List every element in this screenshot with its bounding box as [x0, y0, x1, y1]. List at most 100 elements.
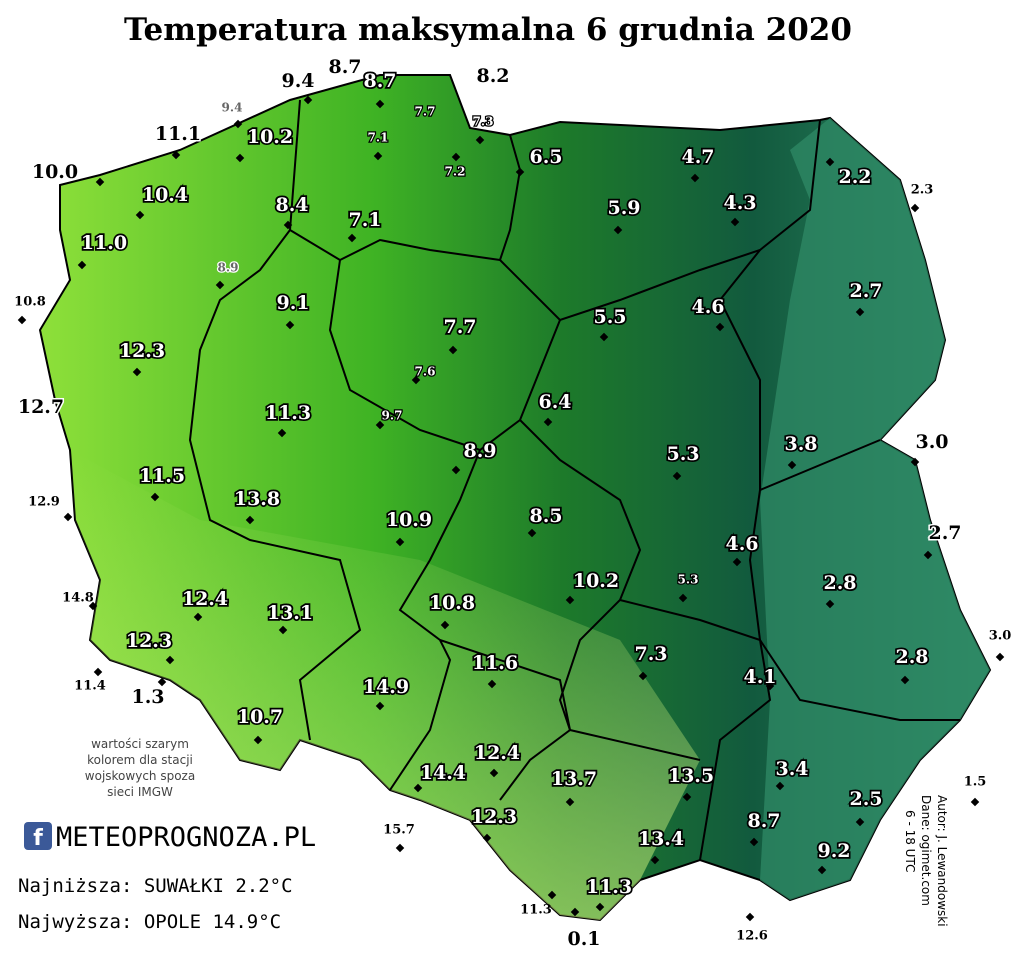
credit: 6 - 18 UTC	[903, 810, 917, 872]
station-marker	[395, 537, 405, 547]
station-value: 2.5	[849, 788, 882, 810]
station-value: 8.7	[747, 810, 780, 832]
station-marker	[373, 151, 383, 161]
station-value: 8.5	[529, 505, 562, 527]
station-value: 13.7	[551, 768, 597, 790]
station-marker	[171, 150, 181, 160]
borders	[188, 99, 960, 861]
station-value: 8.7	[363, 70, 396, 92]
station-marker	[565, 595, 575, 605]
station-value: 8.7	[328, 56, 361, 78]
station-value: 2.7	[849, 280, 882, 302]
station-value: 12.3	[471, 806, 517, 828]
station-marker	[451, 465, 461, 475]
station-marker	[303, 95, 313, 105]
station-value: 2.7	[928, 522, 961, 544]
station-marker	[440, 620, 450, 630]
highest: Najwyższa: OPOLE 14.9°C	[18, 911, 281, 933]
station-value: 7.7	[415, 105, 436, 119]
station-marker	[900, 675, 910, 685]
station-marker	[910, 203, 920, 213]
station-value: 10.7	[237, 706, 283, 728]
station-value: 0.1	[567, 928, 600, 950]
svg-text:f: f	[33, 826, 43, 851]
station-marker	[475, 135, 485, 145]
station-marker	[448, 345, 458, 355]
station-marker	[995, 652, 1005, 662]
south-highlight	[70, 450, 700, 920]
station-marker	[132, 367, 142, 377]
station-marker	[63, 512, 73, 522]
station-value: 5.5	[593, 306, 626, 328]
station-value: 5.3	[678, 573, 699, 587]
station-value: 10.2	[573, 570, 619, 592]
station-marker	[150, 492, 160, 502]
note-line: sieci IMGW	[107, 785, 173, 799]
station-value: 4.6	[691, 296, 724, 318]
station-value: 8.9	[463, 440, 496, 462]
station-value: 2.3	[911, 183, 934, 198]
station-value: 4.3	[723, 192, 756, 214]
station-value: 4.7	[681, 146, 714, 168]
credit: Autor: J. Lewandowski	[935, 795, 949, 927]
station-marker	[233, 119, 243, 129]
station-value: 2.2	[838, 166, 871, 188]
station-value: 12.4	[182, 588, 228, 610]
station-marker	[970, 797, 980, 807]
station-value: 11.5	[139, 465, 185, 487]
station-value: 7.7	[443, 316, 476, 338]
station-value: 2.8	[823, 572, 856, 594]
station-value: 4.6	[725, 533, 758, 555]
station-marker	[451, 152, 461, 162]
station-value: 1.5	[964, 775, 987, 790]
station-marker	[489, 768, 499, 778]
station-value: 9.2	[817, 840, 850, 862]
station-marker	[411, 375, 421, 385]
station-value: 4.1	[743, 666, 776, 688]
station-value: 11.4	[74, 679, 106, 694]
station-marker	[817, 865, 827, 875]
station-value: 10.2	[247, 126, 293, 148]
station-value: 14.4	[420, 762, 466, 784]
station-value: 6.5	[529, 146, 562, 168]
station-value: 7.6	[415, 365, 436, 379]
station-value: 14.8	[62, 591, 94, 606]
station-value: 7.3	[473, 115, 494, 129]
station-value: 9.1	[276, 292, 309, 314]
station-marker	[527, 528, 537, 538]
station-marker	[135, 210, 145, 220]
station-marker	[235, 153, 245, 163]
station-value: 9.7	[382, 409, 403, 423]
station-marker	[855, 307, 865, 317]
station-marker	[638, 671, 648, 681]
station-marker	[347, 233, 357, 243]
station-value: 12.3	[119, 340, 165, 362]
station-marker	[375, 701, 385, 711]
station-marker	[923, 550, 933, 560]
station-value: 11.3	[520, 903, 552, 918]
station-marker	[215, 280, 225, 290]
station-marker	[17, 315, 27, 325]
note-line: wartości szarym	[91, 737, 189, 751]
station-marker	[543, 417, 553, 427]
station-value: 5.9	[607, 197, 640, 219]
credits: Autor: J. Lewandowski Dane: ogimet.com 6…	[903, 795, 949, 927]
station-value: 13.8	[234, 488, 280, 510]
station-marker	[787, 460, 797, 470]
station-marker	[825, 599, 835, 609]
lowest: Najniższa: SUWAŁKI 2.2°C	[18, 875, 293, 897]
station-value: 1.3	[131, 686, 164, 708]
station-value: 3.0	[989, 629, 1012, 644]
station-value: 10.8	[14, 295, 46, 310]
note-line: wojskowych spoza	[85, 769, 195, 783]
station-value: 13.5	[668, 765, 714, 787]
note: wartości szarym kolorem dla stacji wojsk…	[85, 737, 195, 799]
station-marker	[413, 783, 423, 793]
station-value: 12.7	[18, 396, 64, 418]
station-marker	[277, 428, 287, 438]
station-value: 8.2	[476, 65, 509, 87]
station-marker	[672, 471, 682, 481]
note-line: kolorem dla stacji	[87, 753, 193, 767]
station-marker	[285, 320, 295, 330]
station-marker	[749, 837, 759, 847]
